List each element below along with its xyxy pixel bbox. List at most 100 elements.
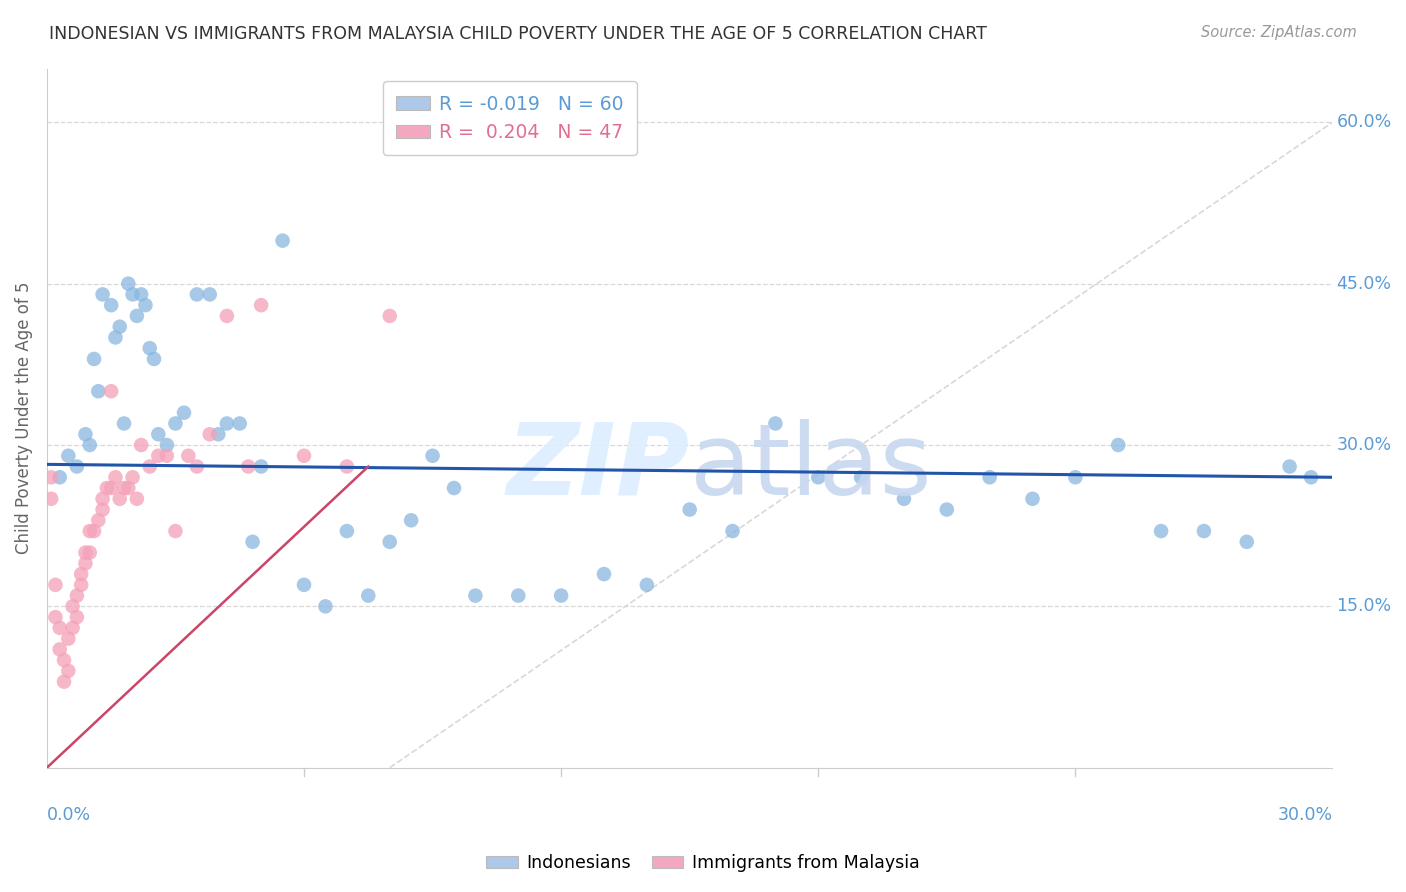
Point xyxy=(58,664,80,678)
Point xyxy=(62,599,84,614)
Point xyxy=(138,341,160,355)
Point xyxy=(87,384,110,399)
Point xyxy=(148,427,170,442)
Point xyxy=(70,567,93,582)
Point xyxy=(893,491,915,506)
Point xyxy=(1236,534,1258,549)
Legend: Indonesians, Immigrants from Malaysia: Indonesians, Immigrants from Malaysia xyxy=(479,847,927,879)
Point xyxy=(100,298,122,312)
Y-axis label: Child Poverty Under the Age of 5: Child Poverty Under the Age of 5 xyxy=(15,282,32,554)
Point xyxy=(91,502,114,516)
Point xyxy=(117,277,139,291)
Point xyxy=(125,491,148,506)
Point xyxy=(100,481,122,495)
Point xyxy=(238,459,260,474)
Point xyxy=(83,351,105,366)
Point xyxy=(129,438,152,452)
Point xyxy=(357,589,380,603)
Point xyxy=(271,234,294,248)
Point xyxy=(1064,470,1087,484)
Point xyxy=(177,449,200,463)
Point xyxy=(79,438,101,452)
Point xyxy=(48,642,70,657)
Point xyxy=(39,491,62,506)
Point xyxy=(79,545,101,559)
Point xyxy=(508,589,530,603)
Text: atlas: atlas xyxy=(690,418,931,516)
Point xyxy=(129,287,152,301)
Point xyxy=(250,459,273,474)
Point xyxy=(66,589,89,603)
Point xyxy=(134,298,156,312)
Point xyxy=(215,309,238,323)
Point xyxy=(422,449,444,463)
Point xyxy=(121,470,143,484)
Point xyxy=(336,524,359,538)
Point xyxy=(550,589,572,603)
Text: 45.0%: 45.0% xyxy=(1336,275,1392,293)
Point xyxy=(39,470,62,484)
Point xyxy=(53,674,76,689)
Point xyxy=(807,470,830,484)
Text: Source: ZipAtlas.com: Source: ZipAtlas.com xyxy=(1201,25,1357,40)
Point xyxy=(593,567,616,582)
Point xyxy=(1299,470,1322,484)
Point xyxy=(378,309,401,323)
Text: 60.0%: 60.0% xyxy=(1336,113,1392,131)
Point xyxy=(721,524,744,538)
Point xyxy=(378,534,401,549)
Point xyxy=(165,524,187,538)
Point xyxy=(143,351,166,366)
Point xyxy=(83,524,105,538)
Point xyxy=(75,427,97,442)
Point xyxy=(100,384,122,399)
Point xyxy=(292,449,315,463)
Point xyxy=(198,427,221,442)
Point xyxy=(636,578,658,592)
Point xyxy=(679,502,702,516)
Point xyxy=(250,298,273,312)
Point xyxy=(91,491,114,506)
Point xyxy=(53,653,76,667)
Point xyxy=(979,470,1001,484)
Point xyxy=(104,330,127,344)
Text: 30.0%: 30.0% xyxy=(1336,436,1392,454)
Point xyxy=(70,578,93,592)
Point xyxy=(156,438,179,452)
Point xyxy=(117,481,139,495)
Point xyxy=(66,459,89,474)
Text: 30.0%: 30.0% xyxy=(1278,806,1333,824)
Point xyxy=(125,309,148,323)
Legend: R = -0.019   N = 60, R =  0.204   N = 47: R = -0.019 N = 60, R = 0.204 N = 47 xyxy=(382,81,637,155)
Point xyxy=(108,319,131,334)
Point xyxy=(79,524,101,538)
Text: ZIP: ZIP xyxy=(506,418,690,516)
Point xyxy=(443,481,465,495)
Point xyxy=(58,632,80,646)
Point xyxy=(464,589,486,603)
Point xyxy=(48,621,70,635)
Point xyxy=(75,545,97,559)
Point xyxy=(112,481,135,495)
Point xyxy=(44,578,66,592)
Point xyxy=(292,578,315,592)
Point xyxy=(87,513,110,527)
Text: INDONESIAN VS IMMIGRANTS FROM MALAYSIA CHILD POVERTY UNDER THE AGE OF 5 CORRELAT: INDONESIAN VS IMMIGRANTS FROM MALAYSIA C… xyxy=(49,25,987,43)
Point xyxy=(108,491,131,506)
Point xyxy=(58,449,80,463)
Point xyxy=(121,287,143,301)
Point xyxy=(156,449,179,463)
Point xyxy=(44,610,66,624)
Point xyxy=(91,287,114,301)
Point xyxy=(207,427,229,442)
Point xyxy=(242,534,264,549)
Point xyxy=(935,502,957,516)
Text: 15.0%: 15.0% xyxy=(1336,598,1392,615)
Point xyxy=(229,417,252,431)
Point xyxy=(173,406,195,420)
Point xyxy=(1107,438,1129,452)
Point xyxy=(314,599,336,614)
Point xyxy=(104,470,127,484)
Point xyxy=(399,513,422,527)
Point xyxy=(148,449,170,463)
